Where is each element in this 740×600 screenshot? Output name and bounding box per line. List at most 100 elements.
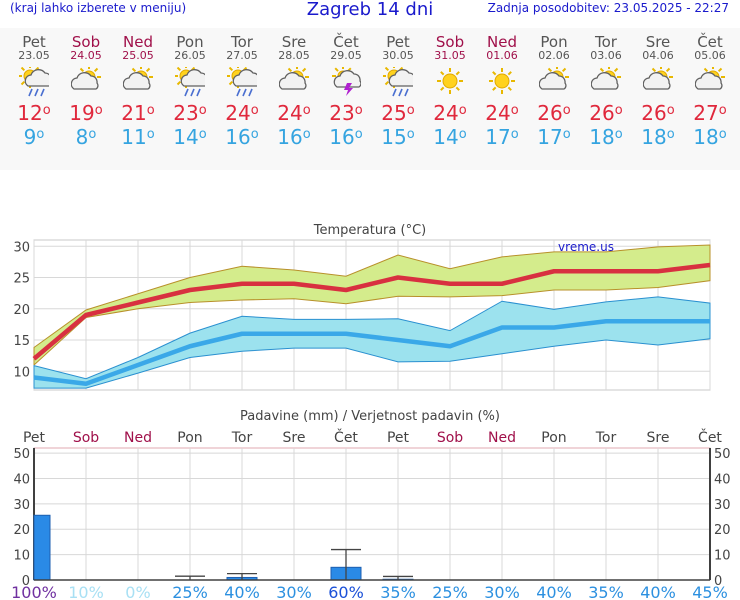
min-temp: 15o [381, 125, 415, 149]
y-tick-label: 25 [13, 272, 30, 287]
min-temp: 18o [589, 125, 623, 149]
y-tick-label-left: 50 [13, 447, 30, 462]
forecast-day: Ned 01.06 24o 17o [476, 28, 528, 149]
precip-chart-title: Padavine (mm) / Verjetnost padavin (%) [240, 409, 500, 424]
location-hint[interactable]: (kraj lahko izberete v meniju) [10, 1, 187, 15]
min-temp: 18o [641, 125, 675, 149]
max-temp: 25o [381, 101, 415, 125]
max-temp: 26o [641, 101, 675, 125]
precip-day-label: Tor [231, 430, 253, 446]
precip-day-label: Pon [541, 430, 566, 446]
sun-cloud-icon [279, 67, 309, 90]
max-temp: 24o [277, 101, 311, 125]
precip-probability: 35% [380, 583, 416, 600]
day-date: 05.06 [694, 49, 726, 62]
sun-icon [437, 68, 463, 94]
forecast-day: Sre 04.06 26o 18o [632, 28, 684, 149]
precip-probability: 40% [224, 583, 260, 600]
min-temp: 17o [537, 125, 571, 149]
day-name: Pon [176, 33, 204, 51]
min-temp: 8o [75, 125, 97, 149]
precip-probability: 30% [484, 583, 520, 600]
sun-cloud-icon [539, 67, 569, 90]
y-tick-label-left: 30 [13, 498, 30, 513]
day-date: 30.05 [382, 49, 414, 62]
precip-day-label: Ned [488, 430, 516, 446]
day-name: Sob [71, 33, 101, 51]
y-tick-label-left: 40 [13, 472, 30, 487]
precip-day-label: Čet [698, 428, 722, 446]
min-temp: 14o [173, 125, 207, 149]
y-tick-label: 15 [13, 334, 30, 349]
max-temp: 21o [121, 101, 155, 125]
min-temp: 9o [23, 125, 45, 149]
day-date: 28.05 [278, 49, 310, 62]
max-temp: 26o [589, 101, 623, 125]
day-name: Ned [487, 33, 517, 51]
y-tick-label-right: 30 [714, 498, 731, 513]
day-date: 29.05 [330, 49, 362, 62]
precip-day-label: Pet [387, 430, 410, 446]
sun-cloud-icon [643, 67, 673, 90]
precip-probability: 30% [276, 583, 312, 600]
precip-day-label: Sob [73, 430, 99, 446]
precip-probability: 10% [68, 583, 104, 600]
forecast-day: Sob 31.05 24o 14o [424, 28, 476, 149]
forecast-day: Pon 26.05 23o 14o [164, 28, 216, 149]
max-temp: 19o [69, 101, 103, 125]
sun-cloud-rain-icon [175, 67, 205, 97]
precip-probability: 40% [536, 583, 572, 600]
min-temp: 16o [277, 125, 311, 149]
day-date: 31.05 [434, 49, 466, 62]
day-name: Tor [231, 33, 253, 51]
precip-probability: 35% [588, 583, 624, 600]
max-temp: 26o [537, 101, 571, 125]
forecast-day: Čet 29.05 23o 16o [320, 28, 372, 149]
day-date: 27.05 [226, 49, 258, 62]
day-name: Pet [386, 33, 410, 51]
day-name: Ned [123, 33, 153, 51]
day-date: 04.06 [642, 49, 674, 62]
day-name: Sob [435, 33, 465, 51]
min-temp: 14o [433, 125, 467, 149]
precip-day-label: Pon [177, 430, 202, 446]
header: (kraj lahko izberete v meniju) Zagreb 14… [0, 0, 740, 22]
forecast-day: Pet 30.05 25o 15o [372, 28, 424, 149]
max-temp: 12o [17, 101, 51, 125]
precip-day-label: Sob [437, 430, 463, 446]
precip-probability: 0% [125, 583, 150, 600]
precip-day-label: Sre [647, 430, 670, 446]
max-temp: 27o [693, 101, 727, 125]
y-tick-label-right: 50 [714, 447, 731, 462]
max-temp: 24o [433, 101, 467, 125]
day-name: Sre [281, 33, 307, 51]
max-temp-line [32, 262, 711, 361]
watermark: vreme.us [558, 240, 614, 254]
y-tick-label-right: 0 [714, 574, 722, 589]
precip-plot-area [33, 447, 711, 581]
forecast-day: Sob 24.05 19o 8o [60, 28, 112, 149]
precip-day-label: Ned [124, 430, 152, 446]
precip-day-label: Čet [334, 428, 358, 446]
day-date: 26.05 [174, 49, 206, 62]
precip-day-label: Sre [283, 430, 306, 446]
forecast-strip: Pet 23.05 12o 9o Sob 24.05 19o 8o Ned 25.05 21o 11o… [0, 28, 740, 170]
precip-day-label: Tor [595, 430, 617, 446]
sun-cloud-rain-icon [19, 67, 49, 97]
day-date: 02.06 [538, 49, 570, 62]
max-temp: 23o [173, 101, 207, 125]
forecast-day: Tor 03.06 26o 18o [580, 28, 632, 149]
day-date: 01.06 [486, 49, 518, 62]
max-temp: 24o [225, 101, 259, 125]
min-temp-line [33, 319, 710, 386]
temp-chart-title: Temperatura (°C) [313, 223, 426, 238]
page-title: Zagreb 14 dni [306, 0, 434, 20]
min-temp-band [33, 296, 711, 389]
sun-cloud-rain-icon [383, 67, 413, 97]
y-tick-label-left: 0 [22, 574, 30, 589]
charts: 10 15 20 25 30 Temperatura (°C) vreme.us Padavi… [11, 223, 731, 600]
precip-probability: 100% [11, 583, 57, 600]
precip-bar [33, 514, 51, 581]
forecast-day: Tor 27.05 24o 16o [216, 28, 268, 149]
day-date: 03.06 [590, 49, 622, 62]
